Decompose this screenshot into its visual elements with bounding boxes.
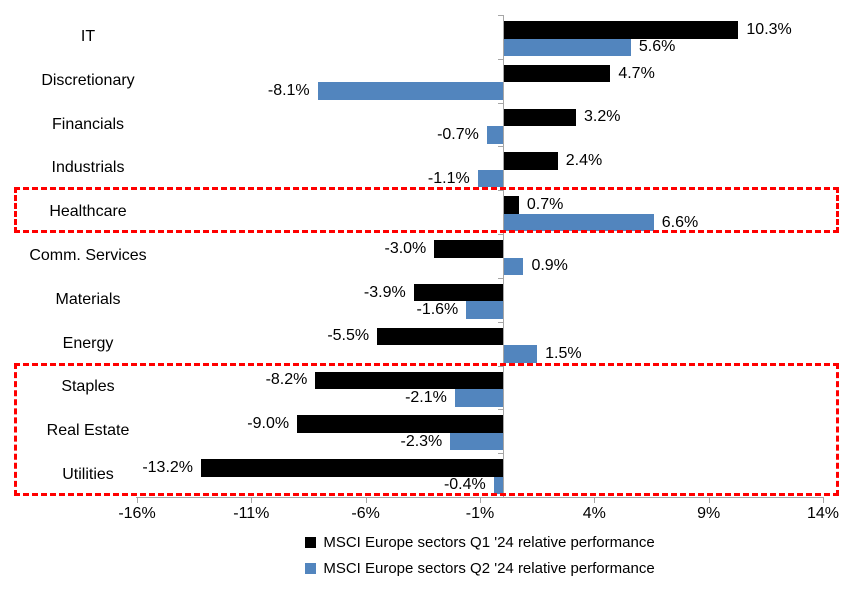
x-axis-tick-label: -16% <box>118 505 156 522</box>
legend: MSCI Europe sectors Q1 '24 relative perf… <box>137 534 823 577</box>
y-axis-tick <box>497 190 504 192</box>
value-label: -3.9% <box>363 283 406 301</box>
q2-bar-real-estate <box>450 432 503 451</box>
q2-bar-healthcare <box>502 213 654 232</box>
q2-bar-materials <box>466 301 503 319</box>
y-axis-tick <box>497 453 504 455</box>
value-label: -0.7% <box>437 125 479 143</box>
value-label: 5.6% <box>638 38 676 56</box>
legend-label-q2: MSCI Europe sectors Q2 '24 relative perf… <box>323 560 655 577</box>
q1-bar-it <box>502 21 739 39</box>
x-axis-tick <box>480 497 481 503</box>
y-axis-tick <box>497 234 504 236</box>
x-axis-tick <box>708 497 710 503</box>
q1-bar-healthcare <box>502 196 519 214</box>
category-label: Financials <box>51 115 125 133</box>
q2-bar-comm-services <box>502 257 524 276</box>
value-label: 3.2% <box>584 108 621 126</box>
q1-bar-financials <box>502 108 577 127</box>
value-label: -2.1% <box>405 388 447 406</box>
x-axis-tick-label: 4% <box>582 505 606 522</box>
q2-series-swatch-icon <box>305 563 317 574</box>
x-axis-tick <box>823 497 824 503</box>
y-axis-tick <box>497 409 504 411</box>
x-axis-tick <box>365 497 367 503</box>
x-axis-tick <box>251 497 253 503</box>
value-label: 6.6% <box>661 213 699 231</box>
category-label: Utilities <box>62 466 114 484</box>
category-label: Healthcare <box>49 203 127 221</box>
value-label: 10.3% <box>746 20 792 38</box>
category-label: Discretionary <box>41 71 135 89</box>
value-label: -8.1% <box>267 82 310 100</box>
value-label: 4.7% <box>618 64 655 82</box>
legend-item-q2: MSCI Europe sectors Q2 '24 relative perf… <box>305 560 655 577</box>
q1-bar-energy <box>377 327 503 346</box>
value-label: -2.3% <box>400 432 443 450</box>
q2-bar-industrials <box>477 169 503 188</box>
q1-bar-materials <box>413 283 503 302</box>
category-label: Staples <box>61 378 115 396</box>
category-label: Industrials <box>51 159 125 177</box>
q1-bar-industrials <box>502 152 558 170</box>
y-axis-tick <box>497 15 504 16</box>
value-label: -13.2% <box>142 458 194 476</box>
value-label: -5.5% <box>327 327 370 345</box>
value-label: -3.0% <box>384 239 427 257</box>
category-label: Materials <box>55 291 121 309</box>
y-axis-tick <box>497 58 504 60</box>
q2-bar-utilities <box>493 476 503 495</box>
x-axis-tick-label: -6% <box>351 505 380 522</box>
value-label: -9.0% <box>247 415 290 433</box>
q2-bar-financials <box>486 126 503 144</box>
y-axis-tick <box>497 321 504 323</box>
y-axis-line <box>502 15 504 497</box>
value-label: 0.9% <box>531 257 568 275</box>
q2-bar-energy <box>502 345 538 363</box>
value-label: -1.1% <box>427 169 470 187</box>
x-axis-tick-label: -11% <box>233 505 270 522</box>
category-label: Real Estate <box>46 422 130 440</box>
q2-bar-staples <box>454 389 503 407</box>
x-axis-tick <box>137 497 138 503</box>
q1-bar-discretionary <box>502 64 611 83</box>
category-label: IT <box>80 28 96 46</box>
value-label: 0.7% <box>526 196 564 214</box>
q1-bar-staples <box>315 371 503 390</box>
legend-item-q1: MSCI Europe sectors Q1 '24 relative perf… <box>305 534 655 551</box>
y-axis-tick <box>497 146 504 148</box>
q1-bar-real-estate <box>297 415 503 433</box>
x-axis-tick-label: 9% <box>697 505 721 522</box>
healthcare-highlight <box>14 187 839 234</box>
value-label: -0.4% <box>443 476 486 494</box>
x-axis-tick-label: 14% <box>806 505 840 522</box>
q1-bar-utilities <box>201 459 503 477</box>
category-label: Comm. Services <box>29 247 147 265</box>
x-axis-tick-label: -1% <box>465 505 495 522</box>
value-label: -8.2% <box>265 371 308 389</box>
value-label: -1.6% <box>416 301 459 319</box>
category-label: Energy <box>62 334 114 352</box>
y-axis-tick <box>497 277 504 279</box>
q1-bar-comm-services <box>434 240 503 258</box>
legend-label-q1: MSCI Europe sectors Q1 '24 relative perf… <box>323 534 655 551</box>
defensives-highlight <box>14 362 839 496</box>
value-label: 1.5% <box>545 344 582 362</box>
q2-bar-discretionary <box>317 82 503 100</box>
y-axis-tick <box>497 365 504 367</box>
x-axis-tick <box>594 497 596 503</box>
value-label: 2.4% <box>565 152 603 170</box>
q1-series-swatch-icon <box>305 537 317 548</box>
q2-bar-it <box>502 38 631 56</box>
y-axis-tick <box>497 102 504 104</box>
